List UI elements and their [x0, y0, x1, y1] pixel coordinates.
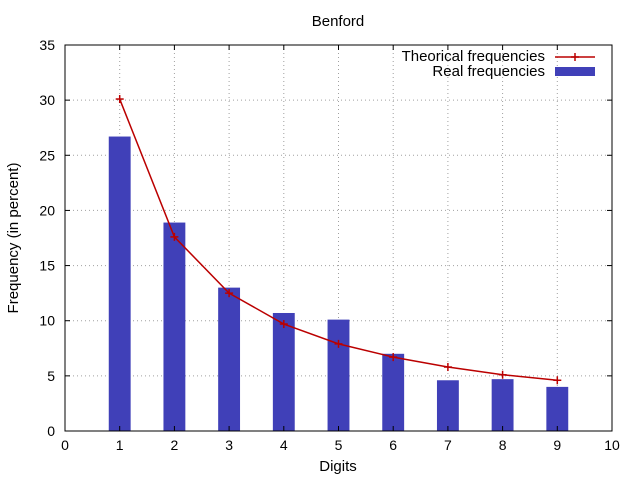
- theorical-point: [553, 376, 562, 385]
- x-tick-label: 3: [225, 437, 233, 453]
- bars-layer: [108, 136, 569, 431]
- x-tick-label: 4: [280, 437, 288, 453]
- bar-real-frequency: [436, 380, 459, 431]
- bar-real-frequency: [218, 287, 241, 431]
- x-tick-label: 7: [444, 437, 452, 453]
- theorical-point: [225, 289, 234, 298]
- ticks-layer: 0 1 2 3 4 5 6 7 8 9 10 0 5 10 15 20 25 30 35: [39, 37, 620, 453]
- bar-real-frequency: [163, 222, 186, 431]
- bar-real-frequency: [546, 386, 569, 431]
- y-tick-label: 15: [39, 258, 55, 274]
- x-tick-label: 8: [499, 437, 507, 453]
- legend-bar-sample: [555, 67, 595, 76]
- x-tick-label: 1: [116, 437, 124, 453]
- x-tick-label: 2: [171, 437, 179, 453]
- theorical-point: [170, 232, 179, 241]
- x-tick-label: 9: [553, 437, 561, 453]
- y-tick-label: 5: [47, 368, 55, 384]
- y-axis-label: Frequency (in percent): [5, 163, 22, 314]
- bar-real-frequency: [272, 312, 295, 431]
- theorical-point: [115, 95, 124, 104]
- bar-real-frequency: [108, 136, 131, 431]
- legend: Theorical frequencies Real frequencies: [402, 48, 595, 80]
- x-tick-label: 10: [604, 437, 620, 453]
- chart-title: Benford: [312, 13, 365, 30]
- bar-real-frequency: [327, 319, 350, 431]
- y-tick-label: 0: [47, 423, 55, 439]
- theorical-point: [279, 320, 288, 329]
- x-tick-label: 0: [61, 437, 69, 453]
- y-tick-label: 35: [39, 37, 55, 53]
- x-axis-label: Digits: [319, 458, 357, 475]
- legend-label-real: Real frequencies: [432, 63, 545, 80]
- y-tick-label: 25: [39, 147, 55, 163]
- legend-label-theorical: Theorical frequencies: [402, 48, 545, 65]
- bar-real-frequency: [382, 353, 405, 431]
- y-tick-label: 20: [39, 202, 55, 218]
- y-tick-label: 30: [39, 92, 55, 108]
- x-tick-label: 6: [389, 437, 397, 453]
- bar-real-frequency: [491, 379, 514, 431]
- theorical-point: [443, 363, 452, 372]
- y-tick-label: 10: [39, 313, 55, 329]
- theorical-point: [498, 370, 507, 379]
- theorical-point: [334, 339, 343, 348]
- theorical-point: [389, 353, 398, 362]
- x-tick-label: 5: [335, 437, 343, 453]
- line-layer: [115, 95, 562, 385]
